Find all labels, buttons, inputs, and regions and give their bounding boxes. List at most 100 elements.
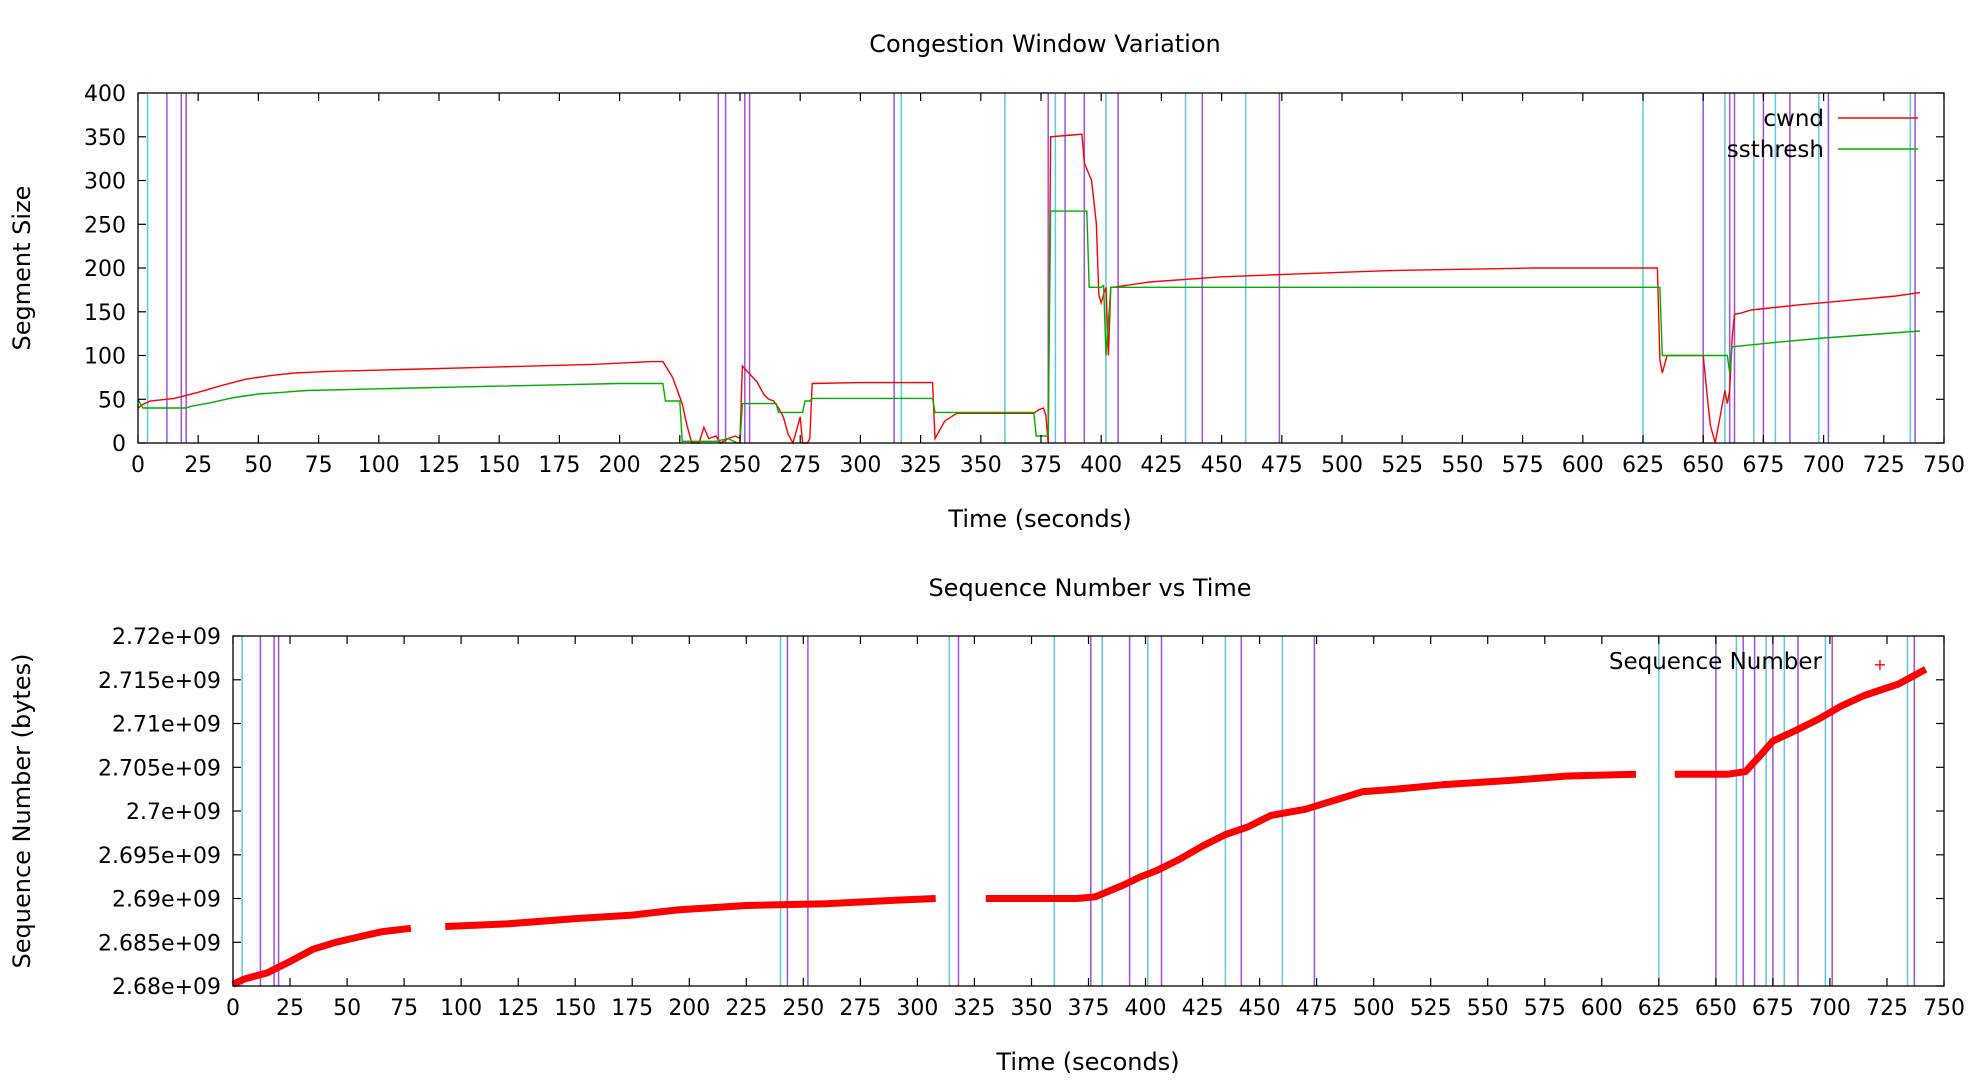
y-tick-label: 2.72e+09 <box>112 625 221 650</box>
series-line-cwnd <box>137 133 1921 445</box>
x-tick-label: 375 <box>1068 996 1110 1021</box>
x-tick-label: 275 <box>839 996 881 1021</box>
x-tick-label: 325 <box>900 453 942 478</box>
legend: cwnd ssthresh <box>1727 106 1918 163</box>
y-tick-label: 2.695e+09 <box>98 844 221 869</box>
x-tick-label: 425 <box>1182 996 1224 1021</box>
x-tick-label: 475 <box>1261 453 1303 478</box>
legend-swatch-seq: + <box>1873 655 1886 674</box>
x-tick-label: 400 <box>1125 996 1167 1021</box>
y-tick-label: 2.69e+09 <box>112 888 221 913</box>
x-tick-label: 600 <box>1581 996 1623 1021</box>
x-tick-label: 675 <box>1752 996 1794 1021</box>
series-line-ssthresh <box>137 210 1920 444</box>
x-tick-label: 100 <box>440 996 482 1021</box>
x-tick-label: 0 <box>226 996 240 1021</box>
x-tick-label: 375 <box>1020 453 1062 478</box>
x-tick-label: 425 <box>1140 453 1182 478</box>
x-tick-label: 225 <box>659 453 701 478</box>
x-tick-label: 125 <box>497 996 539 1021</box>
seq-chart: Sequence Number vs Time 0 25 50 75 100 125 150… <box>8 574 1965 1076</box>
x-tick-label: 225 <box>725 996 767 1021</box>
x-axis-label: Time (seconds) <box>995 1048 1179 1076</box>
series-points-segment <box>231 924 412 988</box>
x-tick-label: 475 <box>1296 996 1338 1021</box>
x-tick-label: 550 <box>1467 996 1509 1021</box>
plot-frame <box>137 92 1945 444</box>
y-tick-label: 2.715e+09 <box>98 669 221 694</box>
x-tick-label: 25 <box>184 453 212 478</box>
x-tick-label: 450 <box>1239 996 1281 1021</box>
x-tick-label: 575 <box>1524 996 1566 1021</box>
x-tick-label: 450 <box>1201 453 1243 478</box>
chart-title: Congestion Window Variation <box>869 30 1221 58</box>
x-tick-label: 175 <box>538 453 580 478</box>
y-tick-label: 100 <box>84 345 126 370</box>
x-tick-label: 600 <box>1562 453 1604 478</box>
x-tick-label: 300 <box>896 996 938 1021</box>
x-tick-label: 50 <box>333 996 361 1021</box>
x-tick-label: 575 <box>1502 453 1544 478</box>
x-tick-label: 150 <box>478 453 520 478</box>
plot-frame <box>232 635 1945 987</box>
x-tick-label: 500 <box>1321 453 1363 478</box>
x-tick-label: 350 <box>960 453 1002 478</box>
x-tick-label: 750 <box>1923 453 1965 478</box>
x-tick-label: 300 <box>839 453 881 478</box>
x-tick-label: 0 <box>131 453 145 478</box>
y-axis-label: Segment Size <box>8 186 36 351</box>
y-tick-label: 2.68e+09 <box>112 975 221 1000</box>
y-tick-label: 2.705e+09 <box>98 756 221 781</box>
x-tick-label: 500 <box>1353 996 1395 1021</box>
y-tick-label: 50 <box>98 388 126 413</box>
x-tick-label: 75 <box>305 453 333 478</box>
x-tick-label: 650 <box>1695 996 1737 1021</box>
x-tick-label: 50 <box>244 453 272 478</box>
x-tick-label: 525 <box>1381 453 1423 478</box>
legend-label-cwnd: cwnd <box>1763 106 1824 132</box>
legend: Sequence Number + <box>1609 649 1887 675</box>
y-tick-label: 300 <box>84 170 126 195</box>
x-tick-label: 325 <box>953 996 995 1021</box>
x-tick-label: 250 <box>719 453 761 478</box>
x-tick-label: 350 <box>1011 996 1053 1021</box>
event-lines <box>241 636 1916 986</box>
x-tick-label: 525 <box>1410 996 1452 1021</box>
x-tick-label: 200 <box>599 453 641 478</box>
y-tick-label: 0 <box>112 432 126 457</box>
x-tick-label: 700 <box>1809 996 1851 1021</box>
x-tick-label: 650 <box>1682 453 1724 478</box>
x-tick-label: 625 <box>1622 453 1664 478</box>
y-tick-label: 2.7e+09 <box>126 800 221 825</box>
x-tick-label: 175 <box>611 996 653 1021</box>
y-axis-label: Sequence Number (bytes) <box>8 654 36 969</box>
axis-ticks: 0 25 50 75 100 125 150 175 200 225 250 275 300 325 350… <box>84 82 1965 478</box>
y-tick-label: 400 <box>84 82 126 107</box>
y-tick-label: 350 <box>84 126 126 151</box>
x-tick-label: 25 <box>276 996 304 1021</box>
series-points-segment <box>985 770 1637 902</box>
x-tick-label: 725 <box>1863 453 1905 478</box>
x-tick-label: 75 <box>390 996 418 1021</box>
x-tick-label: 700 <box>1803 453 1845 478</box>
x-tick-label: 725 <box>1866 996 1908 1021</box>
x-tick-label: 750 <box>1923 996 1965 1021</box>
cwnd-chart: Congestion Window Variation 0 25 50 75 100 12… <box>8 30 1965 533</box>
x-tick-label: 125 <box>418 453 460 478</box>
x-tick-label: 675 <box>1742 453 1784 478</box>
x-tick-label: 275 <box>779 453 821 478</box>
y-tick-label: 200 <box>84 257 126 282</box>
y-tick-label: 2.685e+09 <box>98 931 221 956</box>
x-tick-label: 400 <box>1080 453 1122 478</box>
series-points-segment <box>1674 666 1928 778</box>
x-tick-label: 200 <box>668 996 710 1021</box>
y-tick-label: 250 <box>84 213 126 238</box>
chart-title: Sequence Number vs Time <box>928 574 1251 602</box>
y-tick-label: 150 <box>84 301 126 326</box>
axis-ticks: 0 25 50 75 100 125 150 175 200 225 250 275 300 325 350… <box>98 625 1965 1021</box>
series-lines <box>137 133 1921 445</box>
legend-label-seq: Sequence Number <box>1609 649 1823 675</box>
x-tick-label: 625 <box>1638 996 1680 1021</box>
x-tick-label: 550 <box>1441 453 1483 478</box>
